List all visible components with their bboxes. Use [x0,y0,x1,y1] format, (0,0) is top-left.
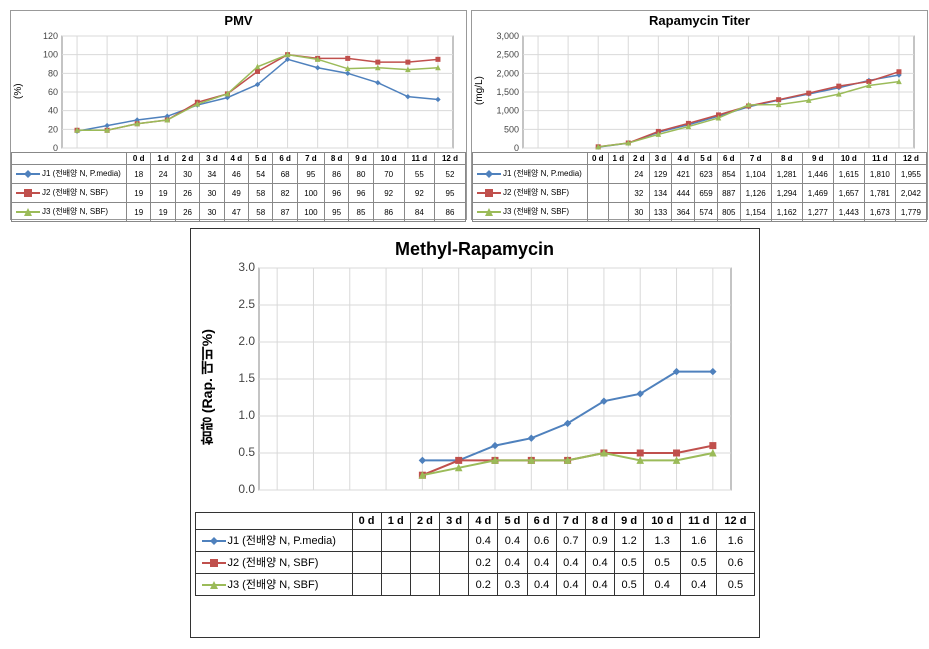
methyl-plot: 0.0 0.5 1.0 1.5 2.0 2.5 3.0 [219,262,739,512]
svg-text:500: 500 [504,124,519,134]
svg-text:100: 100 [43,50,58,60]
titer-ylabel: (mg/L) [472,30,487,152]
svg-text:120: 120 [43,31,58,41]
svg-text:3,000: 3,000 [496,31,519,41]
svg-text:0: 0 [53,143,58,152]
svg-text:0: 0 [514,143,519,152]
pmv-title: PMV [11,11,466,30]
svg-text:20: 20 [48,124,58,134]
pmv-plot: 0 20 40 60 80 100 120 [26,30,461,152]
pmv-chart-panel: PMV (%) 0 20 40 60 80 100 120 0 d1 d2 d3 d4 d5… [10,10,467,220]
svg-text:2,000: 2,000 [496,68,519,78]
svg-text:2.5: 2.5 [238,297,255,311]
svg-text:80: 80 [48,68,58,78]
svg-text:1,000: 1,000 [496,106,519,116]
svg-text:1,500: 1,500 [496,87,519,97]
methyl-ylabel: 함량 (Rap. 대비%) [195,262,219,512]
svg-text:2,500: 2,500 [496,50,519,60]
svg-text:2.0: 2.0 [238,334,255,348]
svg-text:0.0: 0.0 [238,482,255,496]
titer-plot: 0 500 1,000 1,500 2,000 2,500 3,000 [487,30,922,152]
titer-chart-panel: Rapamycin Titer (mg/L) 0 500 1,000 1,500 2,0… [471,10,928,220]
svg-text:1.5: 1.5 [238,371,255,385]
methyl-title: Methyl-Rapamycin [195,233,755,262]
methyl-chart-panel: Methyl-Rapamycin 함량 (Rap. 대비%) 0.0 0.5 1.0… [190,228,760,638]
pmv-data-table: 0 d1 d2 d3 d4 d5 d6 d7 d8 d9 d10 d11 d12… [11,152,466,222]
methyl-data-table: 0 d1 d2 d3 d4 d5 d6 d7 d8 d9 d10 d11 d12… [195,512,755,596]
svg-text:3.0: 3.0 [238,262,255,274]
svg-text:60: 60 [48,87,58,97]
svg-text:1.0: 1.0 [238,408,255,422]
titer-data-table: 0 d1 d2 d3 d4 d5 d6 d7 d8 d9 d10 d11 d12… [472,152,927,222]
titer-title: Rapamycin Titer [472,11,927,30]
svg-text:40: 40 [48,106,58,116]
pmv-ylabel: (%) [11,30,26,152]
svg-text:0.5: 0.5 [238,445,255,459]
